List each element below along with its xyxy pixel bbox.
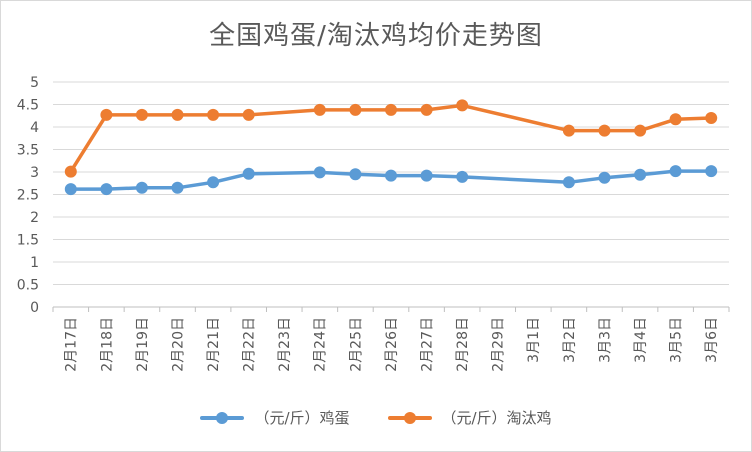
x-tick-label: 2月26日 (384, 317, 400, 372)
y-tick-label: 4.5 (17, 98, 39, 114)
x-tick-label: 2月28日 (455, 317, 471, 372)
data-point (598, 171, 611, 184)
data-point (705, 165, 718, 178)
y-tick-label: 3 (30, 165, 39, 181)
data-point (349, 168, 362, 181)
data-point (562, 124, 575, 137)
x-tick-label: 3月6日 (704, 317, 720, 363)
data-point (669, 165, 682, 178)
x-tick-label: 2月19日 (135, 317, 151, 372)
data-point (705, 112, 718, 124)
data-point (598, 124, 611, 137)
x-tick-label: 2月25日 (348, 317, 364, 372)
y-tick-label: 1.5 (17, 233, 39, 249)
y-tick-label: 0.5 (17, 278, 39, 294)
data-point (171, 108, 184, 121)
chart-title: 全国鸡蛋/淘汰鸡均价走势图 (209, 21, 543, 51)
data-point (456, 170, 469, 183)
y-axis: 0 0.5 1 1.5 2 2.5 3 3.5 4 4.5 5 (17, 75, 39, 316)
x-tick-label: 2月17日 (64, 317, 80, 372)
data-point (242, 108, 255, 121)
x-tick-label: 2月27日 (419, 317, 435, 372)
y-tick-label: 5 (30, 75, 39, 91)
data-point (242, 167, 255, 180)
series-0 (64, 165, 718, 196)
data-point (313, 103, 326, 116)
x-tick-label: 3月2日 (562, 317, 578, 363)
data-point (420, 169, 433, 182)
x-axis: 2月17日 2月18日 2月19日 2月20日 2月21日 2月22日 2月23日 2月24日… (52, 306, 730, 372)
data-point (420, 103, 433, 116)
y-tick-label: 3.5 (17, 143, 39, 159)
x-tick-label: 2月21日 (206, 317, 222, 372)
x-tick-label: 2月29日 (491, 317, 507, 372)
y-tick-label: 0 (30, 300, 39, 316)
series-layer (64, 99, 718, 196)
legend-label-culled-hens: （元/斤）淘汰鸡 (441, 409, 552, 427)
x-tick-label: 3月1日 (526, 317, 542, 363)
x-tick-label: 2月18日 (99, 317, 115, 372)
legend-label-eggs: （元/斤）鸡蛋 (254, 409, 350, 427)
x-tick-label: 3月5日 (669, 317, 685, 363)
data-point (135, 181, 148, 194)
data-point (64, 165, 77, 178)
legend-item-culled-hens: （元/斤）淘汰鸡 (387, 407, 552, 428)
data-point (171, 181, 184, 194)
legend-swatch-culled-hens (387, 411, 432, 424)
series-1 (64, 99, 718, 178)
x-tick-label: 3月3日 (597, 317, 613, 363)
data-point (313, 166, 326, 179)
data-point (634, 124, 647, 137)
y-tick-label: 1 (30, 255, 39, 271)
y-tick-label: 2.5 (17, 188, 39, 204)
x-tick-label: 2月20日 (170, 317, 186, 372)
series-line (69, 103, 713, 174)
y-tick-label: 4 (30, 120, 39, 136)
data-point (100, 108, 113, 121)
data-point (349, 103, 362, 116)
data-point (669, 113, 682, 126)
data-point (385, 103, 397, 116)
legend-swatch-eggs (200, 411, 245, 424)
series-line (69, 169, 713, 191)
x-tick-label: 2月23日 (277, 317, 293, 372)
data-point (456, 99, 469, 112)
x-tick-label: 2月24日 (313, 317, 329, 372)
legend: （元/斤）鸡蛋 （元/斤）淘汰鸡 (1, 407, 751, 428)
data-point (64, 183, 77, 196)
legend-item-eggs: （元/斤）鸡蛋 (200, 407, 350, 428)
data-point (207, 176, 220, 189)
data-point (135, 108, 148, 121)
data-point (100, 183, 113, 196)
data-point (634, 168, 647, 181)
x-tick-label: 2月22日 (242, 317, 258, 372)
data-point (562, 176, 575, 189)
data-point (385, 169, 397, 182)
x-tick-label: 3月4日 (633, 317, 649, 363)
data-point (207, 108, 220, 121)
y-tick-label: 2 (30, 210, 39, 226)
